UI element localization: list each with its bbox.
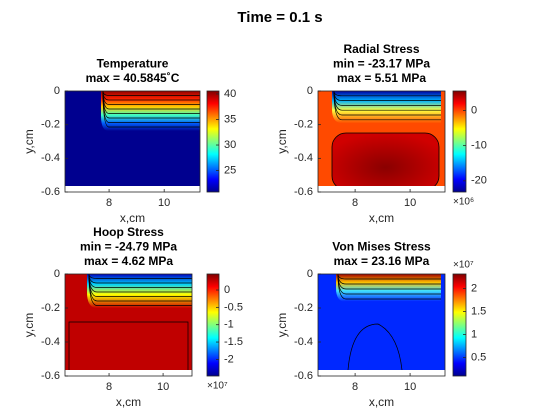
axes-box <box>317 90 446 193</box>
subplot-title: max = 23.16 MPa <box>334 254 430 268</box>
y-tick-label: -0.6 <box>41 186 60 198</box>
subplot-title: max = 5.51 MPa <box>337 71 426 85</box>
x-axis-label: x,cm <box>120 211 145 225</box>
colorbar-scale-label: ×10⁶ <box>453 197 474 208</box>
contour <box>102 90 200 128</box>
plot-area <box>65 90 200 192</box>
y-tick-label: 0 <box>54 268 60 280</box>
colorbar-tick-label: -1 <box>224 319 234 331</box>
x-tick-label: 8 <box>352 381 358 393</box>
axes-box <box>317 273 446 377</box>
subplot-title: min = -24.79 MPa <box>80 240 177 254</box>
domain-edge <box>65 370 192 376</box>
y-tick-label: -0.4 <box>294 152 313 164</box>
y-tick-label: -0.2 <box>41 119 60 131</box>
subplot-title: max = 40.5845˚C <box>86 71 180 85</box>
x-axis-label: x,cm <box>116 395 141 409</box>
contour <box>337 273 441 300</box>
colorbar-scale-label: ×10⁷ <box>207 381 228 392</box>
subplot-title: min = -23.17 MPa <box>333 57 430 71</box>
x-tick-label: 8 <box>352 197 358 209</box>
field <box>87 274 192 308</box>
y-tick-label: -0.2 <box>41 302 60 314</box>
colorbar <box>452 273 467 377</box>
y-tick-label: -0.4 <box>41 336 60 348</box>
x-tick-label: 8 <box>106 197 112 209</box>
subplot-title: Von Mises Stress <box>332 240 431 254</box>
plot-area <box>318 273 445 376</box>
colorbar <box>452 90 467 193</box>
contour <box>68 321 189 370</box>
domain-edge <box>65 186 200 192</box>
x-axis-label: x,cm <box>369 395 394 409</box>
colorbar-tick-label: 1.5 <box>471 305 486 317</box>
y-axis-label: y,cm <box>275 313 289 337</box>
x-tick-label: 8 <box>106 381 112 393</box>
colorbar-scale-label: ×10⁷ <box>453 260 474 271</box>
y-tick-label: -0.6 <box>294 370 313 382</box>
y-tick-label: 0 <box>307 268 313 280</box>
colorbar-tick-label: -0.5 <box>224 301 243 313</box>
colorbar-tick-label: 0 <box>471 104 477 116</box>
colorbar-tick-label: 1 <box>471 328 477 340</box>
field <box>331 132 440 191</box>
plot-area <box>65 273 192 376</box>
y-axis-label: y,cm <box>275 129 289 153</box>
plot-area <box>318 90 445 192</box>
contour <box>88 273 192 306</box>
axes-box <box>64 273 193 377</box>
x-tick-label: 10 <box>404 197 416 209</box>
contour <box>333 90 441 121</box>
x-axis-label: x,cm <box>369 211 394 225</box>
x-tick-label: 10 <box>404 381 416 393</box>
colorbar-tick-label: -2 <box>224 353 234 365</box>
figure-title: Time = 0.1 s <box>237 9 322 26</box>
colorbar-tick-label: -1.5 <box>224 336 243 348</box>
colorbar-tick-label: 0 <box>224 284 230 296</box>
y-tick-label: 0 <box>307 85 313 97</box>
field <box>101 91 200 131</box>
subplot-title: Hoop Stress <box>93 225 164 239</box>
axes-box <box>64 90 201 193</box>
y-axis-label: y,cm <box>22 313 36 337</box>
contour <box>347 323 403 371</box>
field <box>336 274 441 302</box>
colorbar-tick-label: 30 <box>224 139 236 151</box>
y-axis-label: y,cm <box>22 129 36 153</box>
domain-edge <box>318 370 445 376</box>
colorbar-tick-label: 35 <box>224 113 236 125</box>
y-tick-label: -0.6 <box>41 370 60 382</box>
colorbar-tick-label: -20 <box>471 175 487 187</box>
colorbar-tick-label: 25 <box>224 164 236 176</box>
subplot-title: max = 4.62 MPa <box>84 254 173 268</box>
y-tick-label: -0.2 <box>294 119 313 131</box>
colorbar-tick-label: 0.5 <box>471 351 486 363</box>
subplot-title: Temperature <box>97 57 169 71</box>
y-tick-label: -0.4 <box>41 152 60 164</box>
domain-edge <box>318 186 445 192</box>
y-tick-label: -0.4 <box>294 336 313 348</box>
x-tick-label: 10 <box>157 381 169 393</box>
colorbar-tick-label: -10 <box>471 140 487 152</box>
y-tick-label: 0 <box>54 85 60 97</box>
colorbar-tick-label: 2 <box>471 282 477 294</box>
y-tick-label: -0.6 <box>294 186 313 198</box>
x-tick-label: 10 <box>158 197 170 209</box>
colorbar <box>206 90 220 193</box>
subplot-title: Radial Stress <box>343 42 419 56</box>
y-tick-label: -0.2 <box>294 302 313 314</box>
colorbar-tick-label: 40 <box>224 88 236 100</box>
